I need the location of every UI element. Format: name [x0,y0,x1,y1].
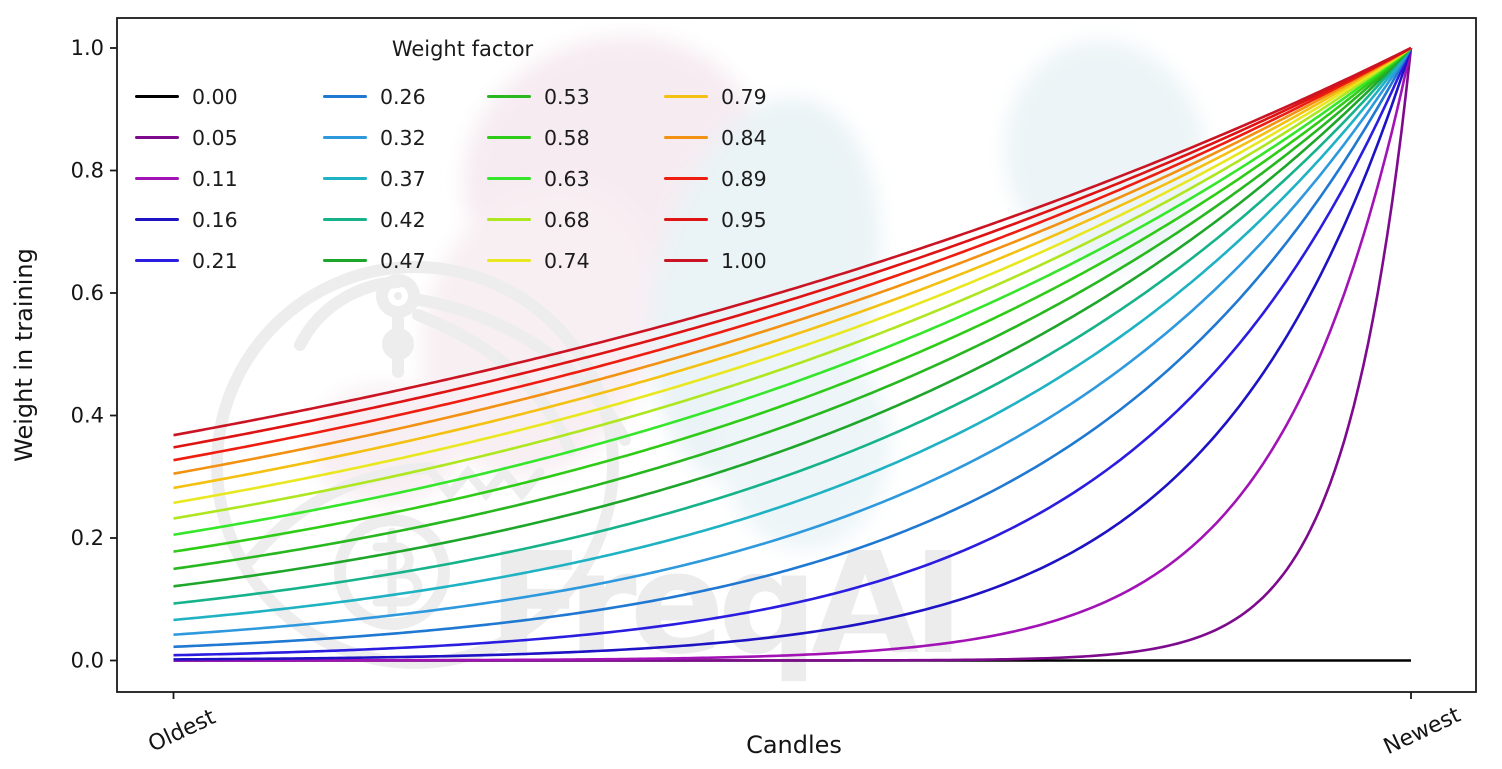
legend-item-0.16: 0.16 [135,207,238,233]
x-axis-label: Candles [746,731,842,759]
legend-item-0.42: 0.42 [323,207,426,233]
x-tick-label-oldest: Oldest [145,705,220,758]
weight-curve-0.21 [173,47,1413,657]
legend-item-0.63: 0.63 [487,166,590,192]
plot-border [116,17,1477,693]
weight-curve-0.11 [173,47,1413,662]
weight-curve-0.79 [173,46,1412,490]
legend-item-0.37: 0.37 [323,166,426,192]
legend-item-0.05: 0.05 [135,125,238,151]
legend-label: 0.16 [192,207,238,232]
legend-item-0.26: 0.26 [323,84,426,110]
legend-item-0.58: 0.58 [487,125,590,151]
weight-curve-0.58 [173,47,1412,553]
legend-label: 0.21 [192,248,238,273]
legend-label: 0.68 [544,207,590,232]
weight-curve-0.16 [173,47,1413,661]
legend-swatch-0.58 [487,135,531,140]
legend-swatch-0.95 [664,217,708,222]
legend-item-0.47: 0.47 [323,248,426,274]
legend-item-0.11: 0.11 [135,166,238,192]
weight-curve-0.84 [173,46,1412,475]
legend-label: 0.05 [192,125,238,150]
legend-label: 0.58 [544,125,590,150]
weight-curve-0.26 [173,47,1413,649]
legend-item-0.84: 0.84 [664,125,767,151]
legend: Weight factor 0.00 0.05 0.11 0.16 0.21 0.26 0.… [135,34,790,284]
y-tick-label-0.0: 0.0 [71,649,104,673]
weight-curve-0.32 [173,47,1413,636]
legend-label: 0.00 [192,84,238,109]
weight-curve-0.42 [173,47,1412,605]
legend-label: 0.63 [544,166,590,191]
legend-swatch-0.11 [135,176,179,181]
legend-item-0.32: 0.32 [323,125,426,151]
legend-swatch-0.79 [664,94,708,99]
x-tick-label-newest: Newest [1380,703,1465,760]
legend-label: 0.79 [721,84,767,109]
legend-label: 1.00 [721,248,767,273]
legend-label: 0.26 [380,84,426,109]
legend-swatch-0.05 [135,135,179,140]
legend-label: 0.74 [544,248,590,273]
legend-item-0.68: 0.68 [487,207,590,233]
weight-curve-0.63 [173,46,1412,537]
legend-label: 0.32 [380,125,426,150]
legend-item-0.79: 0.79 [664,84,767,110]
weight-curve-0.53 [173,47,1412,571]
legend-swatch-0.37 [323,176,367,181]
weight-curve-0.47 [173,47,1412,588]
legend-swatch-0.26 [323,94,367,99]
legend-item-0.74: 0.74 [487,248,590,274]
y-tick-label-0.8: 0.8 [71,159,104,183]
legend-label: 0.11 [192,166,238,191]
weight-curve-0.37 [173,47,1413,622]
weight-curve-0.74 [173,46,1412,505]
legend-title: Weight factor [391,37,534,61]
legend-item-0.00: 0.00 [135,84,238,110]
legend-swatch-0.00 [135,94,179,99]
legend-swatch-0.42 [323,217,367,222]
legend-swatch-0.63 [487,176,531,181]
legend-swatch-0.74 [487,258,531,263]
y-tick-label-0.4: 0.4 [71,404,104,428]
legend-swatch-0.16 [135,217,179,222]
legend-swatch-0.84 [664,135,708,140]
legend-swatch-0.47 [323,258,367,263]
legend-swatch-0.32 [323,135,367,140]
legend-label: 0.53 [544,84,590,109]
legend-label: 0.42 [380,207,426,232]
axis-ticks [110,47,1412,699]
weight-curve-0.68 [173,46,1412,520]
y-tick-label-0.6: 0.6 [71,281,104,305]
legend-label: 0.47 [380,248,426,273]
legend-label: 0.37 [380,166,426,191]
legend-item-0.89: 0.89 [664,166,767,192]
legend-label: 0.84 [721,125,767,150]
legend-item-0.95: 0.95 [664,207,767,233]
legend-label: 0.89 [721,166,767,191]
legend-item-0.21: 0.21 [135,248,238,274]
legend-swatch-0.53 [487,94,531,99]
legend-swatch-0.21 [135,258,179,263]
weight-curves [173,46,1413,662]
y-tick-label-1.0: 1.0 [71,36,104,60]
weight-curve-1.00 [173,46,1412,437]
weight-curve-0.95 [173,46,1412,449]
legend-item-1.00: 1.00 [664,248,767,274]
legend-label: 0.95 [721,207,767,232]
legend-swatch-0.68 [487,217,531,222]
legend-swatch-1.00 [664,258,708,263]
y-axis-label: Weight in training [10,248,38,462]
legend-swatch-0.89 [664,176,708,181]
weight-curve-0.89 [173,46,1412,462]
y-tick-label-0.2: 0.2 [71,526,104,550]
legend-item-0.53: 0.53 [487,84,590,110]
